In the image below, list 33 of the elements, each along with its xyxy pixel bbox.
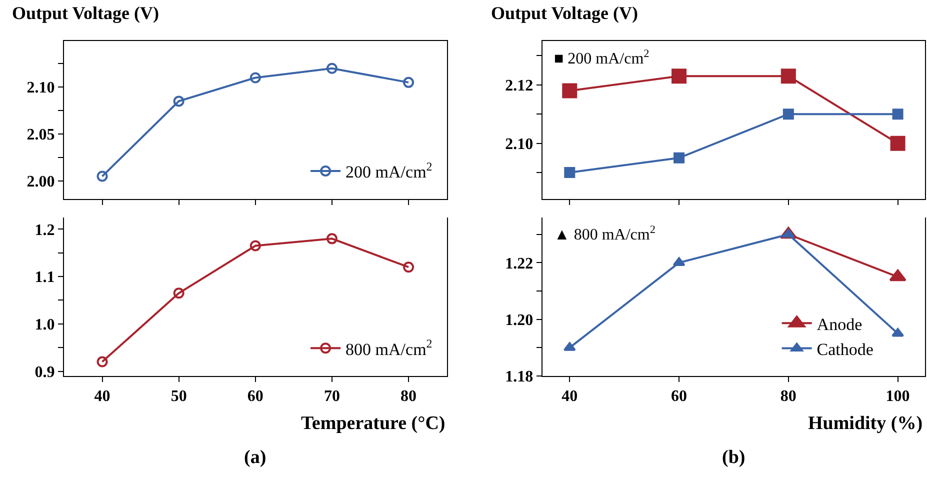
x-tick-label: 80 bbox=[780, 388, 796, 406]
x-tick-label: 100 bbox=[886, 388, 910, 406]
annotation: ▲ 800 mA/cm$^{2}$ bbox=[554, 224, 656, 244]
x-tick-label: 40 bbox=[94, 388, 110, 406]
y-tick-label: 1.22 bbox=[505, 255, 534, 272]
y-tick-label: 2.10 bbox=[26, 80, 55, 97]
y-tick-label: 1.20 bbox=[505, 312, 534, 329]
y-tick-label: 1.18 bbox=[505, 368, 534, 386]
legend-label: 800 mA/cm$^{2}$ bbox=[346, 336, 432, 359]
y-tick-label: 1.2 bbox=[34, 222, 55, 239]
y-tick-label: 0.9 bbox=[34, 364, 55, 381]
x-tick-label: 60 bbox=[247, 388, 264, 406]
x-tick-label: 40 bbox=[562, 388, 578, 406]
legend-label: 200 mA/cm$^{2}$ bbox=[346, 159, 432, 182]
x-tick-label: 60 bbox=[671, 388, 688, 406]
y-axis-title: Output Voltage (V) bbox=[12, 3, 160, 23]
text: (b) bbox=[722, 447, 746, 468]
x-tick-label: 50 bbox=[170, 388, 187, 406]
y-tick-label: 1.1 bbox=[34, 269, 55, 286]
x-tick-label: 70 bbox=[324, 388, 340, 406]
y-tick-label: 2.10 bbox=[505, 136, 534, 153]
annotation: ■ 200 mA/cm$^{2}$ bbox=[554, 48, 650, 68]
y-tick-label: 1.0 bbox=[34, 316, 55, 334]
legend-label: Anode bbox=[816, 314, 862, 334]
legend-label: Cathode bbox=[816, 340, 874, 359]
y-tick-label: 2.12 bbox=[505, 78, 534, 95]
x-axis-title: Humidity (%) bbox=[808, 413, 923, 434]
text: (a) bbox=[244, 447, 266, 468]
y-tick-label: 2.05 bbox=[26, 126, 55, 144]
x-tick-label: 80 bbox=[400, 388, 417, 406]
y-axis-title: Output Voltage (V) bbox=[491, 3, 638, 23]
x-axis-title: Temperature (°C) bbox=[301, 413, 446, 434]
y-tick-label: 2.00 bbox=[26, 174, 55, 191]
